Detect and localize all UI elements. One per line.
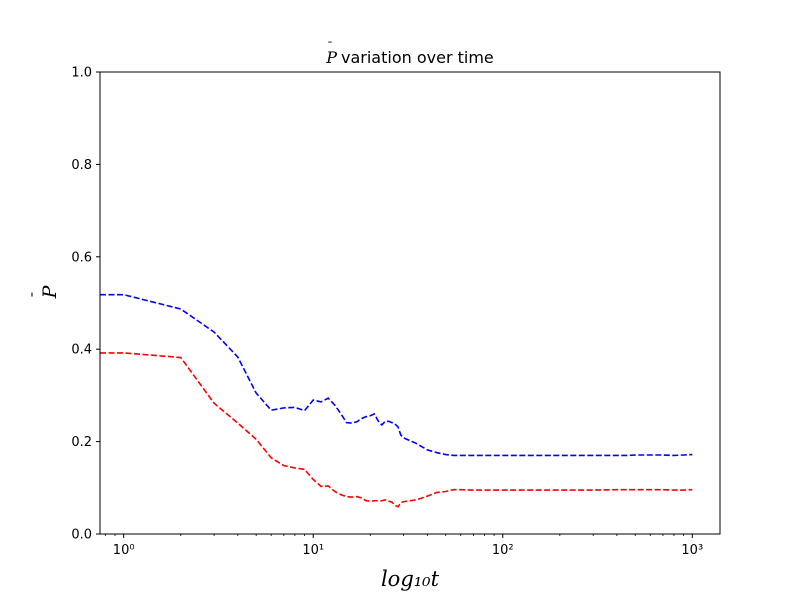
x-tick-label: 10² [492, 543, 514, 558]
y-tick-label: 0.2 [71, 435, 92, 450]
title-text: variation over time [341, 48, 494, 67]
x-tick-label: 10⁰ [113, 543, 135, 558]
x-tick-label: 10³ [681, 543, 703, 558]
x-axis-label: log₁₀t [381, 567, 440, 591]
y-tick-label: 0.4 [71, 343, 92, 358]
x-tick-label: 10¹ [302, 543, 324, 558]
y-tick-label: 1.0 [71, 66, 92, 81]
series-line-2 [100, 352, 693, 508]
series-line-1 [100, 293, 693, 457]
y-axis-label-group: P ¯ [30, 284, 61, 299]
plot-frame [99, 71, 721, 535]
title-symbol: P [325, 48, 337, 67]
y-axis-label: P [39, 284, 61, 299]
y-tick-label: 0.0 [71, 528, 92, 543]
y-axis-label-bar: ¯ [30, 291, 46, 298]
title-symbol-bar: ¯ [327, 40, 333, 54]
y-tick-label: 0.8 [71, 158, 92, 173]
y-tick-label: 0.6 [71, 250, 92, 265]
